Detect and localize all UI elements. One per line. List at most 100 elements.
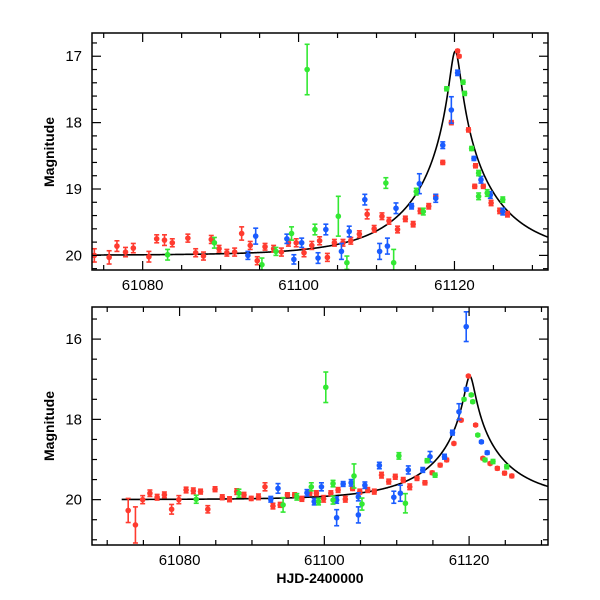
data-point-green: [499, 196, 506, 203]
data-point-green: [474, 432, 481, 438]
data-point-red: [385, 478, 392, 485]
data-point-red: [400, 477, 407, 483]
data-point-blue: [318, 484, 325, 490]
data-point-blue: [267, 496, 274, 503]
data-point-blue: [478, 439, 485, 445]
data-point-green: [344, 259, 350, 266]
data-point-blue: [340, 481, 346, 487]
data-point-red: [161, 492, 168, 498]
x-tick-label: 61080: [159, 552, 201, 569]
data-point-green: [468, 145, 475, 152]
data-point-red: [219, 494, 226, 501]
data-point-blue: [449, 429, 456, 436]
data-point-red: [422, 479, 428, 486]
data-point-blue: [439, 142, 446, 148]
data-point-green: [383, 180, 389, 186]
data-point-red: [231, 249, 238, 255]
top-y-axis-label: Magnitude: [41, 117, 57, 187]
data-point-red: [183, 487, 189, 493]
data-point-red: [347, 237, 354, 244]
data-point-red: [247, 242, 254, 249]
data-point-red: [284, 492, 291, 498]
data-point-red: [185, 235, 191, 241]
data-point-red: [437, 462, 443, 468]
data-point-blue: [384, 243, 391, 249]
data-point-green: [396, 453, 402, 459]
data-point-green: [315, 498, 322, 505]
data-point-blue: [362, 482, 368, 488]
series-green: [193, 371, 510, 514]
data-point-green: [312, 226, 318, 233]
data-point-green: [402, 500, 409, 507]
series-red: [125, 373, 515, 544]
data-point-red: [146, 253, 152, 260]
data-point-blue: [391, 494, 397, 501]
data-point-blue: [298, 239, 305, 246]
x-tick-label: 61100: [304, 552, 345, 569]
data-point-red: [402, 216, 409, 222]
data-point-green: [461, 396, 467, 403]
data-point-red: [226, 496, 233, 503]
data-point-red: [241, 492, 247, 498]
data-point-green: [273, 248, 279, 255]
series-blue: [267, 311, 491, 527]
data-point-green: [330, 497, 336, 503]
data-point-blue: [397, 490, 404, 497]
data-point-blue: [393, 205, 399, 212]
data-point-red: [342, 496, 349, 503]
data-point-red: [465, 127, 472, 133]
data-point-green: [322, 384, 329, 391]
data-point-red: [480, 183, 487, 190]
data-point-red: [313, 490, 320, 497]
data-point-blue: [362, 196, 368, 203]
data-point-blue: [284, 235, 290, 242]
data-point-green: [335, 213, 342, 220]
data-point-blue: [376, 462, 383, 469]
plot-frame: [91, 306, 549, 546]
data-point-red: [278, 249, 285, 255]
data-point-red: [255, 494, 262, 500]
data-point-blue: [484, 449, 491, 456]
data-point-blue: [499, 208, 506, 215]
series-red: [92, 48, 511, 266]
data-point-green: [193, 496, 200, 503]
data-point-red: [212, 486, 218, 493]
data-point-red: [309, 242, 315, 249]
data-point-green: [211, 239, 218, 246]
data-point-red: [331, 239, 338, 246]
data-point-red: [293, 239, 300, 246]
data-point-green: [475, 193, 482, 200]
data-point-red: [371, 226, 377, 232]
y-tick-label: 16: [65, 331, 82, 348]
data-point-green: [469, 398, 476, 405]
data-point-red: [378, 472, 385, 478]
data-point-red: [501, 470, 508, 476]
data-point-green: [424, 457, 430, 464]
data-point-red: [425, 203, 432, 210]
y-tick-label: 20: [65, 247, 82, 264]
plot-frame: [91, 32, 549, 271]
data-point-red: [454, 48, 461, 54]
data-point-red: [364, 211, 370, 218]
data-point-red: [262, 243, 268, 250]
data-point-red: [494, 465, 501, 472]
data-point-red: [410, 221, 416, 227]
data-point-blue: [408, 203, 415, 210]
data-point-red: [386, 218, 392, 224]
data-point-green: [490, 458, 496, 465]
data-point-blue: [291, 256, 297, 263]
plot-area: [121, 311, 548, 544]
data-point-blue: [346, 228, 353, 235]
data-point-red: [262, 484, 268, 490]
data-point-blue: [376, 248, 383, 255]
data-point-red: [394, 226, 401, 233]
data-point-red: [238, 230, 245, 237]
data-point-green: [432, 472, 438, 478]
data-point-green: [280, 502, 286, 508]
data-point-red: [270, 503, 276, 509]
y-tick-label: 18: [65, 115, 82, 132]
data-point-red: [299, 496, 305, 502]
data-point-red: [147, 490, 153, 497]
data-point-red: [106, 254, 112, 261]
data-point-red: [161, 237, 168, 243]
